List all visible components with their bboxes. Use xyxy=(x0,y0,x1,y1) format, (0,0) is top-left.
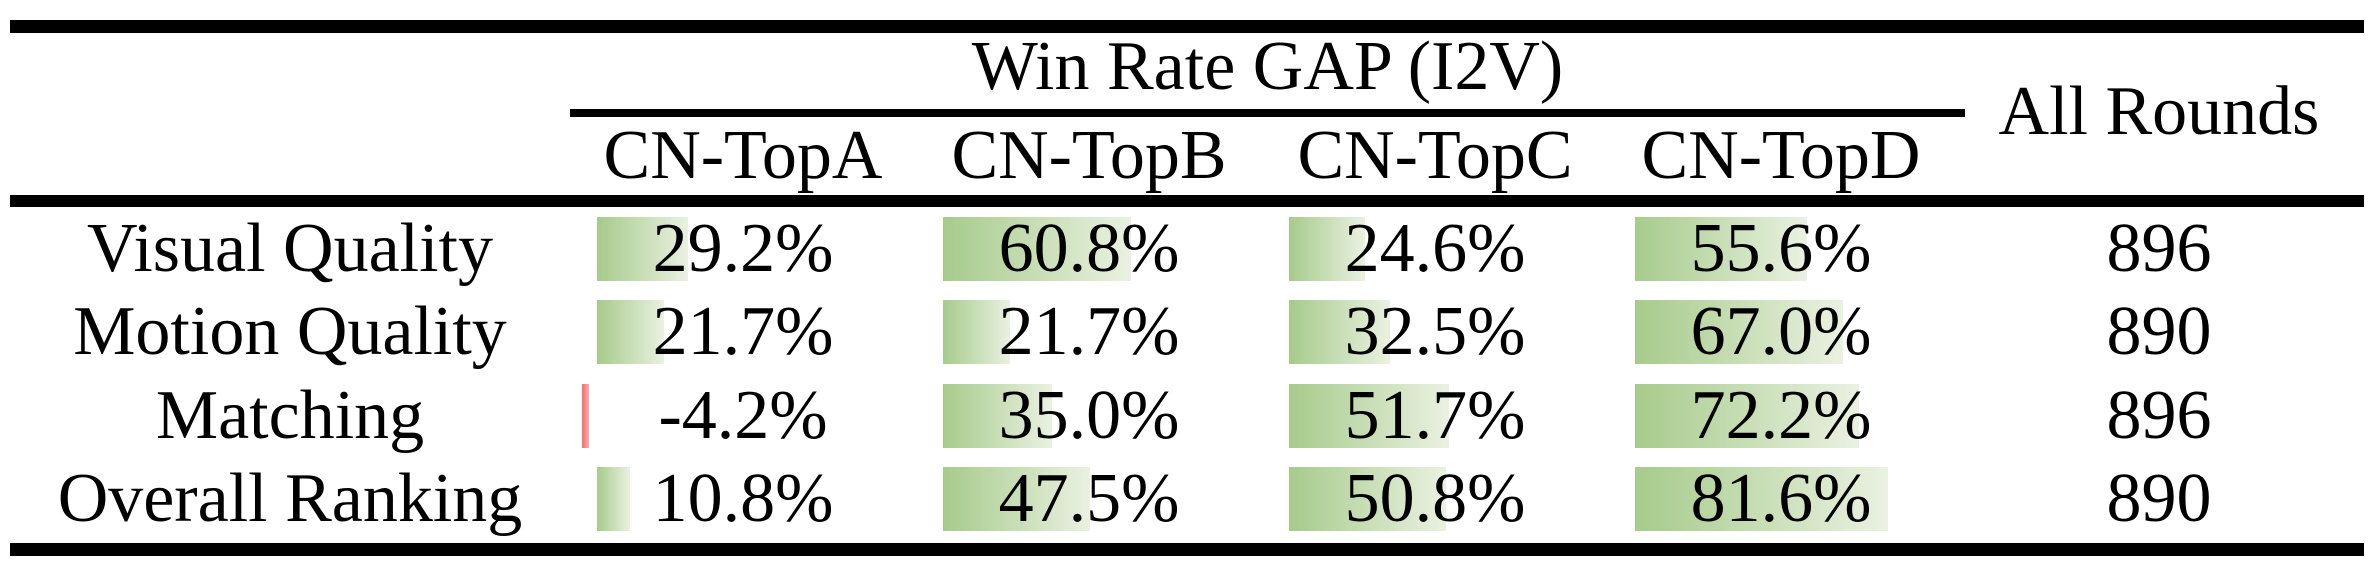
row-label: Visual Quality xyxy=(86,209,494,287)
positive-data-bar xyxy=(1289,383,1449,448)
table-row: Motion Quality 21.7% 21.7% 32.5% 67.0% 890 xyxy=(10,291,2364,375)
row-label: Matching xyxy=(155,376,425,454)
value-cell: 67.0% xyxy=(1608,291,1954,375)
value-cell: 81.6% xyxy=(1608,458,1954,542)
value-cell: 60.8% xyxy=(916,207,1262,291)
group-header-win-rate-gap: Win Rate GAP (I2V) xyxy=(971,28,1564,105)
column-header-cn-topa: CN-TopA xyxy=(603,117,883,194)
win-rate-value: 35.0% xyxy=(998,376,1180,454)
win-rate-value: 10.8% xyxy=(652,460,834,538)
positive-data-bar xyxy=(597,216,688,281)
table-row: Matching -4.2% 35.0% 51.7% 72.2% 896 xyxy=(10,374,2364,458)
value-cell: 51.7% xyxy=(1262,374,1608,458)
column-header-cn-topb: CN-TopB xyxy=(951,117,1227,194)
row-label: Motion Quality xyxy=(73,293,507,371)
column-header-row: CN-TopA CN-TopB CN-TopC CN-TopD xyxy=(570,117,1954,195)
positive-data-bar xyxy=(943,216,1131,281)
positive-data-bar xyxy=(943,467,1090,532)
column-header-cn-topd: CN-TopD xyxy=(1641,117,1921,194)
value-cell: 35.0% xyxy=(916,374,1262,458)
win-rate-value: 81.6% xyxy=(1690,460,1872,538)
value-cell: 55.6% xyxy=(1608,207,1954,291)
table-row: Visual Quality 29.2% 60.8% 24.6% 55.6% 896 xyxy=(10,207,2364,291)
row-label: Overall Ranking xyxy=(57,460,523,538)
value-cell: 47.5% xyxy=(916,458,1262,542)
positive-data-bar xyxy=(597,300,664,365)
positive-data-bar xyxy=(943,300,1010,365)
positive-data-bar xyxy=(1289,467,1446,532)
win-rate-value: 67.0% xyxy=(1690,293,1872,371)
value-cell: 21.7% xyxy=(570,291,916,375)
win-rate-value: 72.2% xyxy=(1690,376,1872,454)
table-top-rule xyxy=(10,20,2364,33)
positive-data-bar xyxy=(1635,383,1859,448)
value-cell: 21.7% xyxy=(916,291,1262,375)
value-cell: 29.2% xyxy=(570,207,916,291)
positive-data-bar xyxy=(1289,300,1390,365)
value-cell: -4.2% xyxy=(570,374,916,458)
positive-data-bar xyxy=(1635,216,1807,281)
value-cell: 10.8% xyxy=(570,458,916,542)
win-rate-value: 21.7% xyxy=(652,293,834,371)
all-rounds-value: 896 xyxy=(2106,376,2212,454)
value-cell: 24.6% xyxy=(1262,207,1608,291)
win-rate-value: 32.5% xyxy=(1344,293,1526,371)
all-rounds-value: 896 xyxy=(2106,209,2212,287)
value-cell: 72.2% xyxy=(1608,374,1954,458)
positive-data-bar xyxy=(1635,467,1888,532)
table-row: Overall Ranking 10.8% 47.5% 50.8% 81.6% 890 xyxy=(10,458,2364,542)
win-rate-value: 50.8% xyxy=(1344,460,1526,538)
column-header-cn-topc: CN-TopC xyxy=(1297,117,1573,194)
win-rate-value: 21.7% xyxy=(998,293,1180,371)
value-cell: 32.5% xyxy=(1262,291,1608,375)
positive-data-bar xyxy=(1635,300,1843,365)
table-body: Visual Quality 29.2% 60.8% 24.6% 55.6% 896 Mot… xyxy=(10,207,2364,541)
win-rate-value: 47.5% xyxy=(998,460,1180,538)
win-rate-value: -4.2% xyxy=(658,376,828,454)
positive-data-bar xyxy=(597,467,630,532)
value-cell: 50.8% xyxy=(1262,458,1608,542)
win-rate-value: 55.6% xyxy=(1690,209,1872,287)
win-rate-value: 51.7% xyxy=(1344,376,1526,454)
column-header-all-rounds: All Rounds xyxy=(1998,73,2320,150)
win-rate-value: 60.8% xyxy=(998,209,1180,287)
table-bottom-rule xyxy=(10,543,2364,556)
negative-data-bar xyxy=(582,383,589,448)
all-rounds-value: 890 xyxy=(2106,293,2212,371)
win-rate-value: 24.6% xyxy=(1344,209,1526,287)
all-rounds-value: 890 xyxy=(2106,460,2212,538)
win-rate-value: 29.2% xyxy=(652,209,834,287)
positive-data-bar xyxy=(1289,216,1365,281)
header-bottom-rule xyxy=(10,195,2364,207)
group-header-underline-rule xyxy=(570,109,1965,117)
positive-data-bar xyxy=(943,383,1052,448)
